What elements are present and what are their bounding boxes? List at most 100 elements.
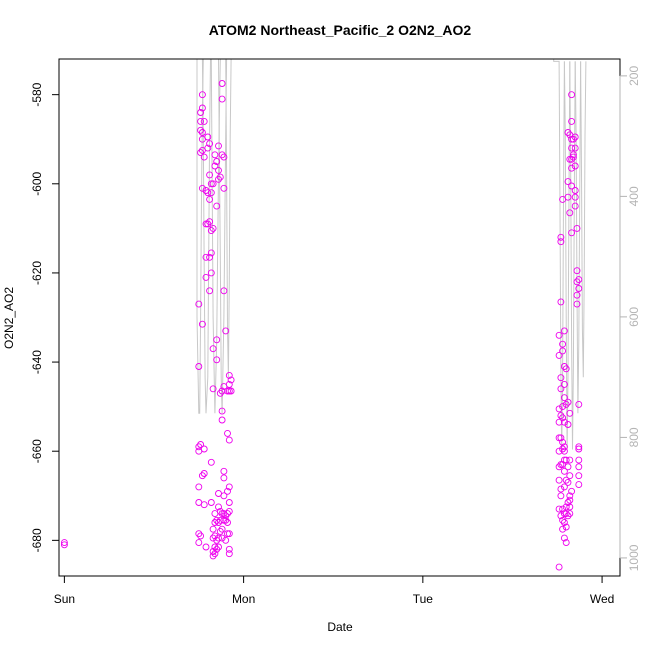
data-point xyxy=(560,519,568,526)
data-point xyxy=(209,552,217,560)
data-point xyxy=(213,545,221,553)
data-point xyxy=(564,421,572,428)
data-point xyxy=(225,483,233,491)
data-point xyxy=(198,129,206,136)
data-point xyxy=(218,525,226,533)
data-point xyxy=(225,550,233,558)
data-point xyxy=(209,534,217,542)
data-point xyxy=(566,155,574,163)
data-point xyxy=(195,530,203,538)
data-point xyxy=(215,543,222,551)
data-point xyxy=(211,151,219,159)
data-point xyxy=(220,474,228,482)
data-point xyxy=(206,218,214,226)
data-point xyxy=(200,501,208,509)
data-point xyxy=(220,516,228,524)
right-tick-label: 800 xyxy=(627,427,641,447)
data-point xyxy=(575,443,583,451)
data-point xyxy=(200,153,208,161)
data-point xyxy=(207,180,215,188)
data-point xyxy=(202,253,210,261)
data-point xyxy=(575,472,583,480)
data-point xyxy=(206,253,214,261)
data-point xyxy=(555,505,563,513)
depth-line-segment xyxy=(218,58,228,414)
data-point xyxy=(209,385,217,393)
depth-line-segment xyxy=(574,61,582,414)
data-point xyxy=(216,507,224,515)
data-point xyxy=(218,80,226,87)
data-point xyxy=(555,405,563,413)
data-point xyxy=(555,563,563,571)
data-point xyxy=(571,193,579,201)
data-point xyxy=(218,95,226,103)
data-point xyxy=(555,434,563,442)
data-point xyxy=(560,394,568,402)
data-point xyxy=(559,445,567,453)
data-point xyxy=(568,135,576,143)
data-point xyxy=(220,153,228,161)
data-point xyxy=(218,387,226,395)
data-point xyxy=(566,409,574,417)
data-point xyxy=(573,267,581,275)
data-point xyxy=(209,548,217,555)
data-point xyxy=(202,220,210,228)
x-tick-label: Mon xyxy=(232,592,255,606)
data-point xyxy=(225,507,233,515)
y-axis: -680 -660 -640 -620 -600 -580 xyxy=(30,82,60,552)
data-point xyxy=(562,476,570,484)
data-point xyxy=(215,503,222,511)
data-point xyxy=(209,525,217,533)
data-point xyxy=(227,387,235,395)
data-point xyxy=(555,463,563,471)
right-axis: 200 400 600 800 1000 xyxy=(619,66,641,571)
data-point xyxy=(225,387,233,395)
data-point xyxy=(559,414,567,422)
data-point xyxy=(213,336,221,344)
data-point xyxy=(566,492,574,500)
data-point xyxy=(557,298,565,306)
data-point xyxy=(571,202,579,210)
y-axis-label: O2N2_AO2 xyxy=(2,287,16,349)
data-point xyxy=(209,224,217,232)
right-tick-label: 400 xyxy=(627,186,641,206)
data-point xyxy=(197,117,205,125)
data-point xyxy=(224,429,231,437)
data-point xyxy=(225,545,233,553)
data-point xyxy=(207,249,215,257)
y-tick-label: -580 xyxy=(30,82,44,106)
depth-line-segment xyxy=(210,58,221,414)
data-point xyxy=(198,104,206,112)
data-point xyxy=(225,380,233,388)
data-point xyxy=(571,133,579,141)
data-point xyxy=(560,363,568,370)
data-point xyxy=(557,492,565,500)
data-point xyxy=(206,140,214,148)
data-point xyxy=(202,273,210,281)
data-point xyxy=(215,534,222,542)
data-point xyxy=(218,510,226,518)
data-point xyxy=(562,523,570,531)
x-axis: Sun Mon Tue Wed xyxy=(54,575,614,606)
data-point xyxy=(195,539,203,547)
data-point xyxy=(204,220,212,228)
data-point xyxy=(225,499,233,506)
data-point xyxy=(222,536,230,544)
y-tick-label: -600 xyxy=(30,171,44,195)
data-point xyxy=(198,184,206,192)
data-point xyxy=(559,340,567,348)
data-point xyxy=(559,347,567,355)
data-point xyxy=(559,516,567,524)
data-point xyxy=(562,539,570,547)
y-tick-label: -620 xyxy=(30,261,44,285)
x-tick-label: Sun xyxy=(54,592,75,606)
data-point xyxy=(560,380,568,388)
data-point xyxy=(564,499,572,506)
data-point xyxy=(222,512,230,520)
data-point xyxy=(202,543,210,551)
data-point xyxy=(573,278,581,286)
data-point xyxy=(222,327,230,335)
data-point xyxy=(224,487,231,495)
depth-line-segment xyxy=(225,58,232,378)
data-point xyxy=(571,162,579,170)
